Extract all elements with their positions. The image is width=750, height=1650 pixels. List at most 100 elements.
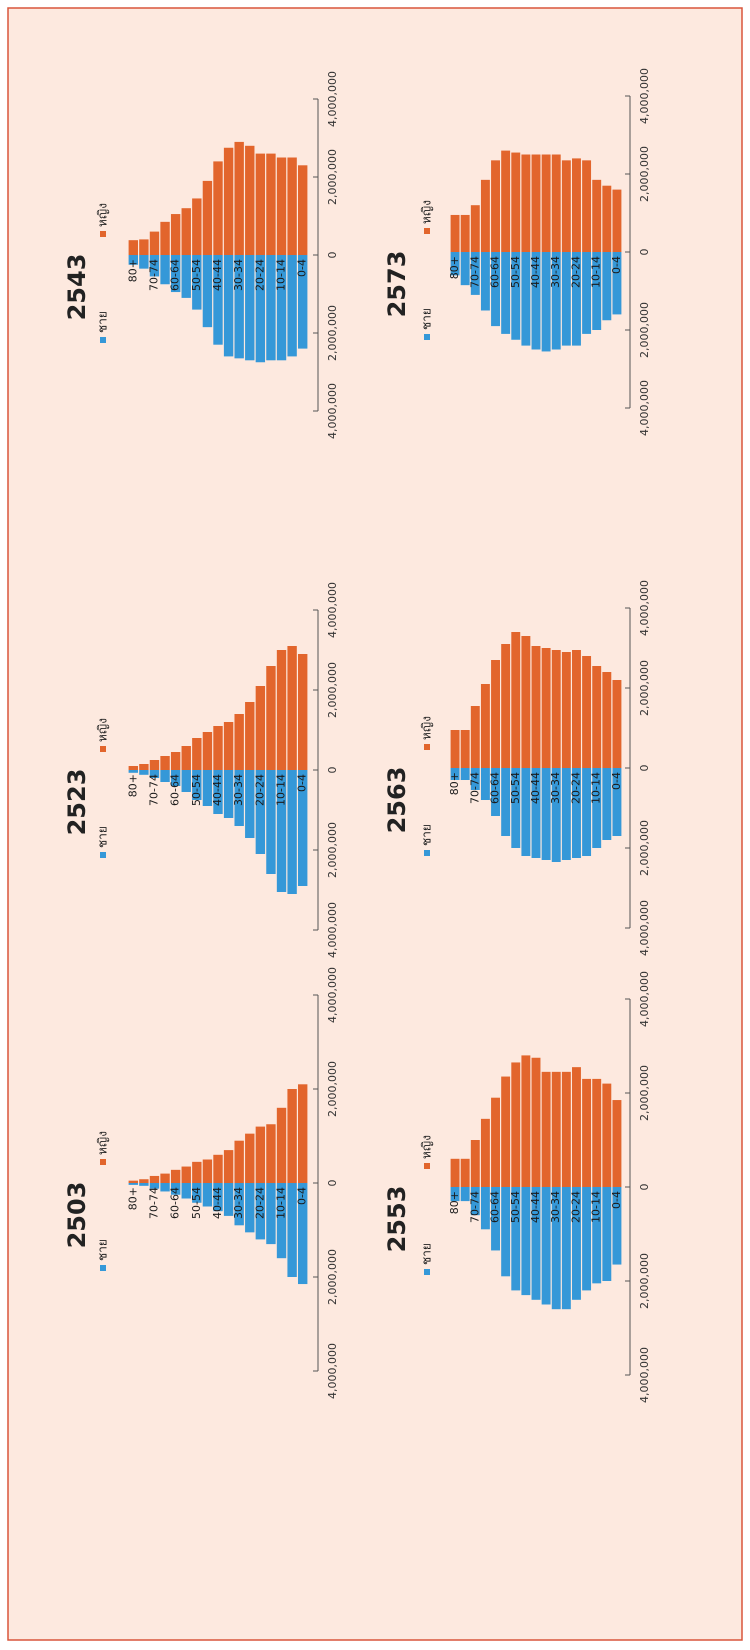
chart-title: 2543 — [63, 254, 91, 321]
bar — [128, 1183, 138, 1185]
bar — [298, 165, 308, 255]
bar — [582, 160, 592, 252]
bar — [170, 255, 181, 293]
bar — [287, 770, 297, 894]
bar — [266, 255, 276, 361]
bar — [531, 154, 541, 252]
bar — [298, 1084, 308, 1183]
legend-swatch — [424, 1269, 430, 1275]
bar — [276, 255, 287, 361]
bar — [287, 646, 297, 770]
bar — [213, 161, 223, 255]
x-tick-label: 2,000,000 — [638, 1065, 651, 1121]
age-label: 40-44 — [211, 1187, 224, 1219]
bar — [450, 1158, 460, 1187]
x-tick-label: 2,000,000 — [638, 302, 651, 358]
bar — [561, 1071, 571, 1187]
age-label: 80+ — [448, 256, 461, 279]
age-label: 60-64 — [489, 256, 502, 288]
bar — [181, 746, 191, 770]
bar — [602, 768, 612, 840]
legend-label: หญิง — [420, 716, 434, 740]
x-tick-label: 2,000,000 — [326, 149, 339, 205]
bar — [170, 752, 181, 770]
bar — [491, 1097, 500, 1187]
age-label: 70-74 — [147, 259, 160, 291]
bar — [160, 756, 170, 770]
bar — [149, 1183, 160, 1189]
bar — [202, 180, 213, 255]
bar — [192, 198, 202, 255]
bar — [501, 644, 511, 768]
bar — [234, 714, 244, 770]
x-tick-label: 4,000,000 — [638, 1347, 651, 1403]
bar — [551, 768, 561, 862]
bar — [170, 214, 181, 255]
age-label: 20-24 — [569, 256, 582, 288]
bar — [480, 252, 490, 311]
bar — [470, 252, 480, 295]
legend-swatch — [424, 228, 430, 234]
bar — [551, 1071, 561, 1187]
legend-swatch — [100, 231, 106, 237]
bar — [602, 1187, 612, 1281]
bar — [139, 1183, 149, 1186]
x-tick-label: 2,000,000 — [326, 1061, 339, 1117]
bar — [213, 770, 223, 814]
bar — [480, 768, 490, 800]
chart-title: 2553 — [383, 1186, 411, 1253]
bar — [572, 1186, 581, 1300]
chart-title: 2563 — [383, 767, 411, 834]
bar — [582, 656, 592, 768]
bar — [521, 251, 531, 346]
bar — [255, 255, 266, 363]
bar — [521, 1187, 531, 1296]
age-label: 60-64 — [169, 259, 182, 291]
age-label: 70-74 — [147, 774, 160, 806]
age-label: 60-64 — [169, 774, 182, 806]
age-label: 10-14 — [590, 256, 603, 288]
bar — [521, 768, 531, 856]
bar — [160, 770, 170, 782]
age-label: 30-34 — [549, 1191, 562, 1223]
legend-label: หญิง — [420, 1135, 434, 1159]
bar — [561, 768, 571, 860]
age-label: 10-14 — [275, 1187, 288, 1219]
bar — [234, 1182, 244, 1226]
bar — [276, 650, 287, 770]
age-label: 20-24 — [569, 1191, 582, 1223]
x-tick-label: 4,000,000 — [638, 380, 651, 436]
bar — [223, 1150, 234, 1183]
bar — [470, 706, 480, 768]
bar — [602, 252, 612, 321]
bar — [298, 1182, 308, 1285]
legend-swatch — [100, 337, 106, 343]
bar — [213, 726, 223, 770]
age-label: 40-44 — [529, 1191, 542, 1223]
bar — [266, 1124, 276, 1183]
legend-label: หญิง — [96, 718, 110, 742]
age-label: 10-14 — [590, 772, 603, 804]
bar — [480, 1186, 490, 1230]
bar — [612, 252, 622, 315]
bar — [181, 208, 191, 255]
bar — [170, 1183, 181, 1195]
bar — [480, 1118, 490, 1187]
age-label: 60-64 — [489, 772, 502, 804]
bar — [213, 1183, 223, 1212]
bar — [501, 1186, 511, 1277]
bar — [541, 1187, 551, 1305]
age-label: 30-34 — [549, 256, 562, 288]
age-label: 70-74 — [468, 772, 481, 804]
age-label: 20-24 — [253, 774, 266, 806]
bar — [181, 1183, 191, 1199]
bar — [266, 770, 276, 874]
bar — [470, 1187, 480, 1216]
age-label: 40-44 — [211, 259, 224, 291]
bar — [128, 240, 138, 255]
bar — [521, 636, 531, 768]
bar — [450, 252, 460, 276]
bar — [245, 1183, 255, 1233]
bar — [592, 666, 602, 768]
bar — [245, 1133, 255, 1183]
